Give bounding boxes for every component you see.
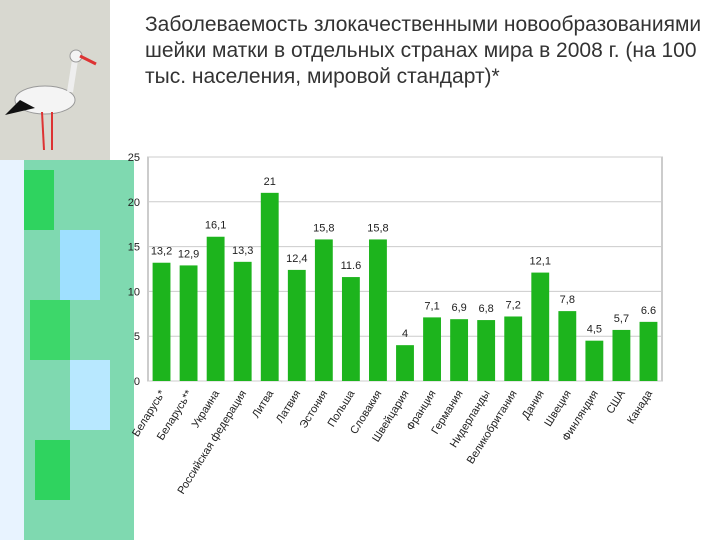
value-label: 12,4 xyxy=(286,253,307,265)
value-label: 21 xyxy=(264,176,276,188)
y-tick-label: 15 xyxy=(128,242,140,254)
bar xyxy=(504,316,523,381)
value-label: 15,8 xyxy=(313,222,334,234)
bar xyxy=(450,319,469,381)
bar xyxy=(558,311,577,381)
bar xyxy=(396,345,414,381)
x-tick-label: Латвия xyxy=(274,388,303,425)
bar xyxy=(287,269,306,381)
bar xyxy=(341,277,360,381)
bar xyxy=(423,317,441,381)
value-label: 12,9 xyxy=(178,248,199,260)
value-label: 16,1 xyxy=(205,220,226,232)
y-tick-label: 10 xyxy=(128,286,140,298)
bar xyxy=(260,192,279,381)
bar xyxy=(639,321,658,381)
value-label: 11.6 xyxy=(341,260,362,272)
y-tick-label: 0 xyxy=(134,376,140,388)
value-label: 13,2 xyxy=(151,246,172,258)
bar xyxy=(369,239,387,381)
value-label: 15,8 xyxy=(367,222,388,234)
value-label: 13,3 xyxy=(232,245,253,257)
decoration xyxy=(0,0,134,540)
value-label: 7,2 xyxy=(506,299,521,311)
bar xyxy=(179,265,198,381)
x-tick-label: Канада xyxy=(625,387,655,426)
bar xyxy=(477,320,496,381)
bar xyxy=(206,236,225,381)
value-label: 7,1 xyxy=(424,300,439,312)
value-label: 6.6 xyxy=(641,305,656,317)
x-tick-label: Литва xyxy=(250,387,277,420)
bar xyxy=(612,329,631,381)
value-label: 4 xyxy=(402,328,408,340)
bar xyxy=(531,272,550,381)
bar xyxy=(152,262,171,381)
value-label: 6,8 xyxy=(479,303,494,315)
y-tick-label: 5 xyxy=(134,331,140,343)
chart-title: Заболеваемость злокачественными новообра… xyxy=(145,13,702,88)
bar xyxy=(585,340,604,381)
value-label: 5,7 xyxy=(614,313,629,325)
bar xyxy=(233,261,252,381)
value-label: 12,1 xyxy=(530,256,551,268)
x-tick-label: США xyxy=(604,388,628,416)
x-tick-label: Великобритания xyxy=(465,388,520,466)
y-tick-label: 25 xyxy=(128,152,140,164)
value-label: 6,9 xyxy=(451,302,466,314)
y-tick-label: 20 xyxy=(128,197,140,209)
value-label: 7,8 xyxy=(560,294,575,306)
value-label: 4,5 xyxy=(587,324,602,336)
x-tick-label: Дания xyxy=(520,388,547,421)
bar xyxy=(314,239,333,381)
